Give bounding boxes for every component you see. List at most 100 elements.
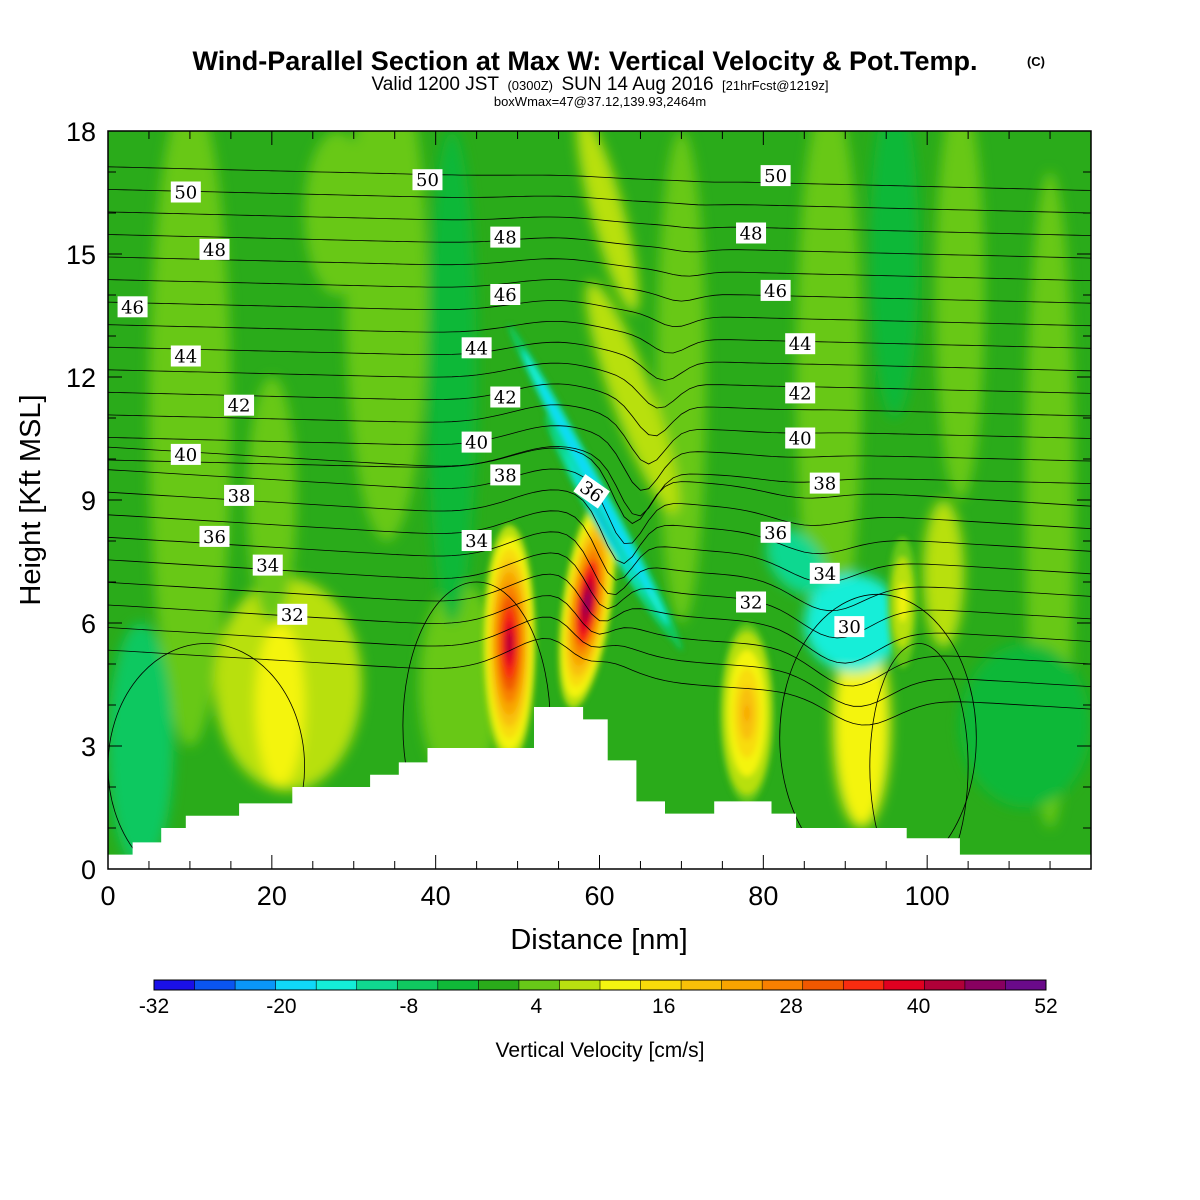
isentrope-line <box>108 321 1091 354</box>
colorbar-swatch <box>802 980 844 990</box>
isentrope-label-text: 44 <box>465 338 488 359</box>
isentrope-label: 50 <box>412 169 443 191</box>
isentrope-labels: 5048464442403836343250484644424038343650… <box>117 165 865 638</box>
x-axis-tick-labels: 0 20 40 60 80 100 <box>100 881 949 911</box>
isentrope-label-box <box>736 222 767 244</box>
colorbar-swatch <box>640 980 682 990</box>
isentrope-line <box>108 573 1091 664</box>
colorbar-swatch <box>356 980 398 990</box>
isentrope-label-text: 38 <box>494 465 517 486</box>
isentrope-line <box>108 595 1091 687</box>
isentrope-label: 32 <box>277 603 308 626</box>
isentrope-label: 44 <box>170 345 201 368</box>
x-tick-label: 20 <box>257 881 287 911</box>
colorbar-swatch <box>924 980 966 990</box>
isentrope-label-box <box>809 562 840 584</box>
chart-title: Wind-Parallel Section at Max W: Vertical… <box>193 46 978 76</box>
valid-prefix: Valid 1200 JST <box>372 74 500 95</box>
isentrope-label-box <box>170 443 201 465</box>
x-tick-label: 60 <box>584 881 614 911</box>
colorbar-label: 16 <box>652 995 675 1018</box>
isentrope-label: 48 <box>199 238 230 261</box>
isentrope-label: 42 <box>490 386 521 409</box>
y-tick-label: 18 <box>66 117 96 147</box>
isentrope-label-box <box>461 337 492 359</box>
colorbar-swatch <box>883 980 925 990</box>
y-tick-label: 9 <box>81 486 96 516</box>
velocity-region <box>247 377 297 623</box>
isentrope-label-box <box>117 296 148 318</box>
isentrope-label-text: 42 <box>494 388 517 409</box>
isentrope-line <box>108 446 1091 524</box>
x-tick-label: 80 <box>748 881 778 911</box>
isentrope-label-text: 38 <box>813 474 836 495</box>
terrain-mask <box>108 707 1091 869</box>
isentrope-label: 36 <box>199 525 230 548</box>
isentrope-label-text: 48 <box>203 240 226 261</box>
x-tick-label: 0 <box>100 881 115 911</box>
colorbar-swatch <box>681 980 723 990</box>
isentrope-label-box <box>199 525 230 547</box>
isentrope-line <box>108 166 1091 191</box>
colorbar-swatch <box>721 980 763 990</box>
isentrope-label: 36 <box>760 521 791 544</box>
velocity-region <box>108 623 174 869</box>
velocity-region <box>255 623 305 787</box>
y-tick-label: 6 <box>81 609 96 639</box>
isentrope-label-text: 50 <box>764 166 787 187</box>
isentrope-label-box <box>490 386 521 408</box>
isentrope-label-box <box>224 394 255 416</box>
isentrope-line <box>108 510 1091 583</box>
isentrope-label: 34 <box>461 530 492 552</box>
velocity-contour-fill <box>744 704 750 723</box>
isentrope-label: 38 <box>224 484 255 507</box>
colorbar-swatch <box>964 980 1006 990</box>
isentrope-label-box <box>490 464 521 486</box>
isentrope-label-text: 40 <box>789 429 812 450</box>
velocity-region <box>869 131 919 418</box>
isentrope-label-box <box>760 165 791 187</box>
colorbar-swatch <box>437 980 479 990</box>
isentrope-label: 44 <box>785 333 816 355</box>
isentrope-label-text: 34 <box>256 556 279 577</box>
isentrope-label: 34 <box>809 562 840 585</box>
isentrope-label-text: 42 <box>228 396 251 417</box>
x-tick-label: 40 <box>421 881 451 911</box>
isentrope-label-text: 32 <box>740 593 763 614</box>
isentrope-label-text: 40 <box>465 433 488 454</box>
colorbar-label: -20 <box>266 995 296 1018</box>
isentrope-label-box <box>170 181 201 203</box>
velocity-feature <box>483 524 536 763</box>
isentrope-label: 50 <box>170 181 201 204</box>
velocity-feature <box>558 496 616 709</box>
colorbar-swatch <box>600 980 642 990</box>
isentrope-label: 46 <box>117 296 148 318</box>
isentrope-line <box>108 616 1091 707</box>
y-axis-title: Height [Kft MSL] <box>15 394 47 605</box>
isentrope-label-box <box>760 279 791 301</box>
isentrope-label-box <box>461 431 492 453</box>
isentrope-label-text: 34 <box>465 531 488 552</box>
isentrope-label-box <box>252 554 283 576</box>
isentrope-line <box>108 643 305 869</box>
velocity-feature <box>887 536 918 669</box>
isentrope-label-box <box>277 603 308 625</box>
colorbar <box>153 979 1047 991</box>
isentrope-label: 34 <box>252 554 283 577</box>
isentrope-line <box>108 489 1091 564</box>
axis-ticks <box>107 130 1092 870</box>
isentrope-label-box <box>490 284 521 305</box>
isentrope-line <box>108 362 1091 409</box>
valid-time-line: Valid 1200 JST (0300Z) SUN 14 Aug 2016 [… <box>372 74 829 95</box>
velocity-region <box>304 131 371 295</box>
isentrope-label: 50 <box>760 165 791 187</box>
isentrope-label-box <box>834 616 865 638</box>
isentrope-label: 48 <box>736 222 767 245</box>
x-tick-label: 100 <box>905 881 950 911</box>
isentrope-label: 40 <box>170 443 201 466</box>
velocity-region <box>148 131 231 746</box>
isentrope-label-text: 34 <box>813 564 836 585</box>
colorbar-swatch <box>559 980 601 990</box>
isentrope-label-text: 30 <box>838 617 861 638</box>
colorbar-swatch <box>316 980 358 990</box>
